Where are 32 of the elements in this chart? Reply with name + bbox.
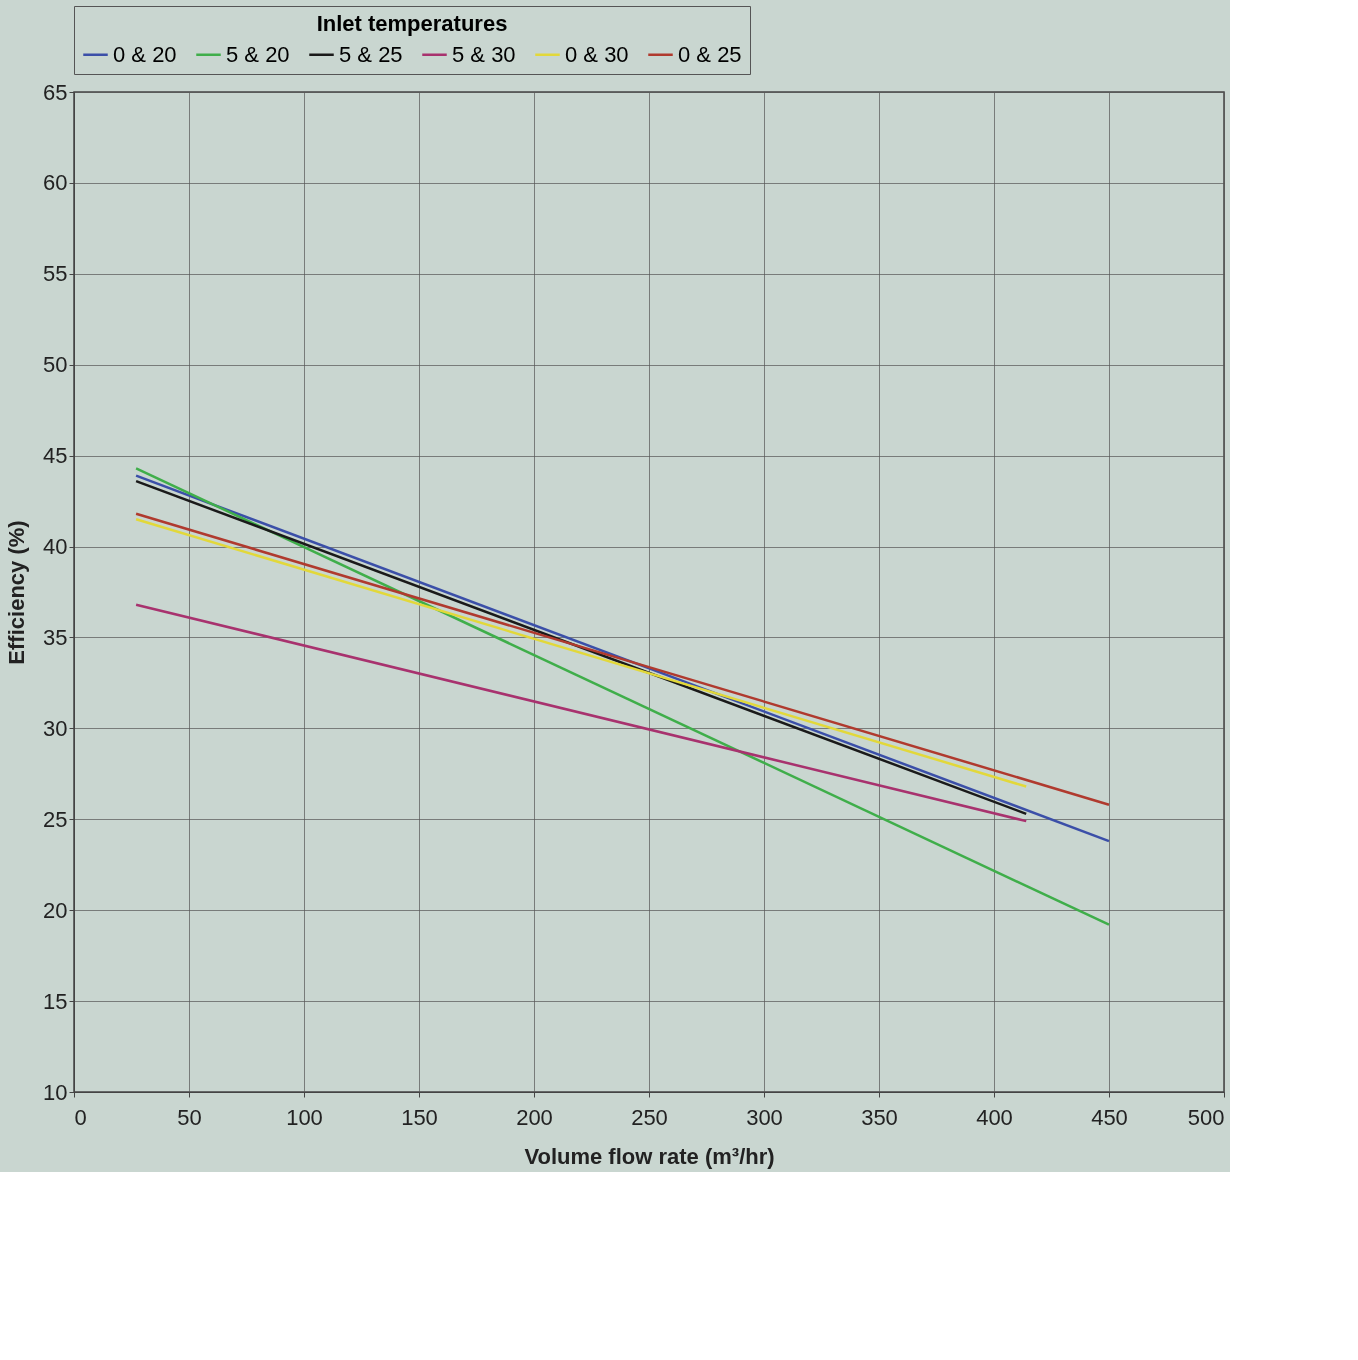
y-tick-label: 55: [43, 261, 68, 287]
legend-title: Inlet temperatures: [316, 11, 508, 36]
y-tick-label: 25: [43, 806, 68, 832]
y-tick-label: 50: [43, 352, 68, 378]
y-axis-title: Efficiency (%): [4, 520, 30, 665]
y-tick-label: 10: [43, 1079, 68, 1105]
y-tick-label: 35: [43, 624, 68, 650]
x-tick-label: 200: [516, 1104, 553, 1130]
x-tick-label: 300: [746, 1104, 783, 1130]
x-tick-label: 450: [1091, 1104, 1128, 1130]
legend-label: 0 & 25: [678, 41, 742, 67]
x-tick-label: 250: [631, 1104, 668, 1130]
y-tick-label: 60: [43, 170, 68, 196]
x-tick-label: 50: [177, 1104, 202, 1130]
y-tick-label: 65: [43, 79, 68, 105]
legend-label: 0 & 30: [565, 41, 629, 67]
y-tick-label: 30: [43, 715, 68, 741]
x-tick-label: 400: [976, 1104, 1013, 1130]
y-tick-label: 45: [43, 443, 68, 469]
legend-label: 5 & 30: [452, 41, 516, 67]
legend-label: 5 & 25: [339, 41, 403, 67]
x-tick-label: 100: [286, 1104, 323, 1130]
x-tick-label: 350: [861, 1104, 898, 1130]
x-tick-label: 0: [74, 1104, 87, 1130]
legend-label: 5 & 20: [226, 41, 290, 67]
legend-label: 0 & 20: [113, 41, 177, 67]
y-tick-label: 15: [43, 988, 68, 1014]
y-tick-label: 20: [43, 897, 68, 923]
x-tick-label: 150: [401, 1104, 438, 1130]
y-tick-label: 40: [43, 534, 68, 560]
x-tick-label: 500: [1187, 1104, 1225, 1130]
x-axis-title: Volume flow rate (m³/hr): [524, 1143, 775, 1169]
